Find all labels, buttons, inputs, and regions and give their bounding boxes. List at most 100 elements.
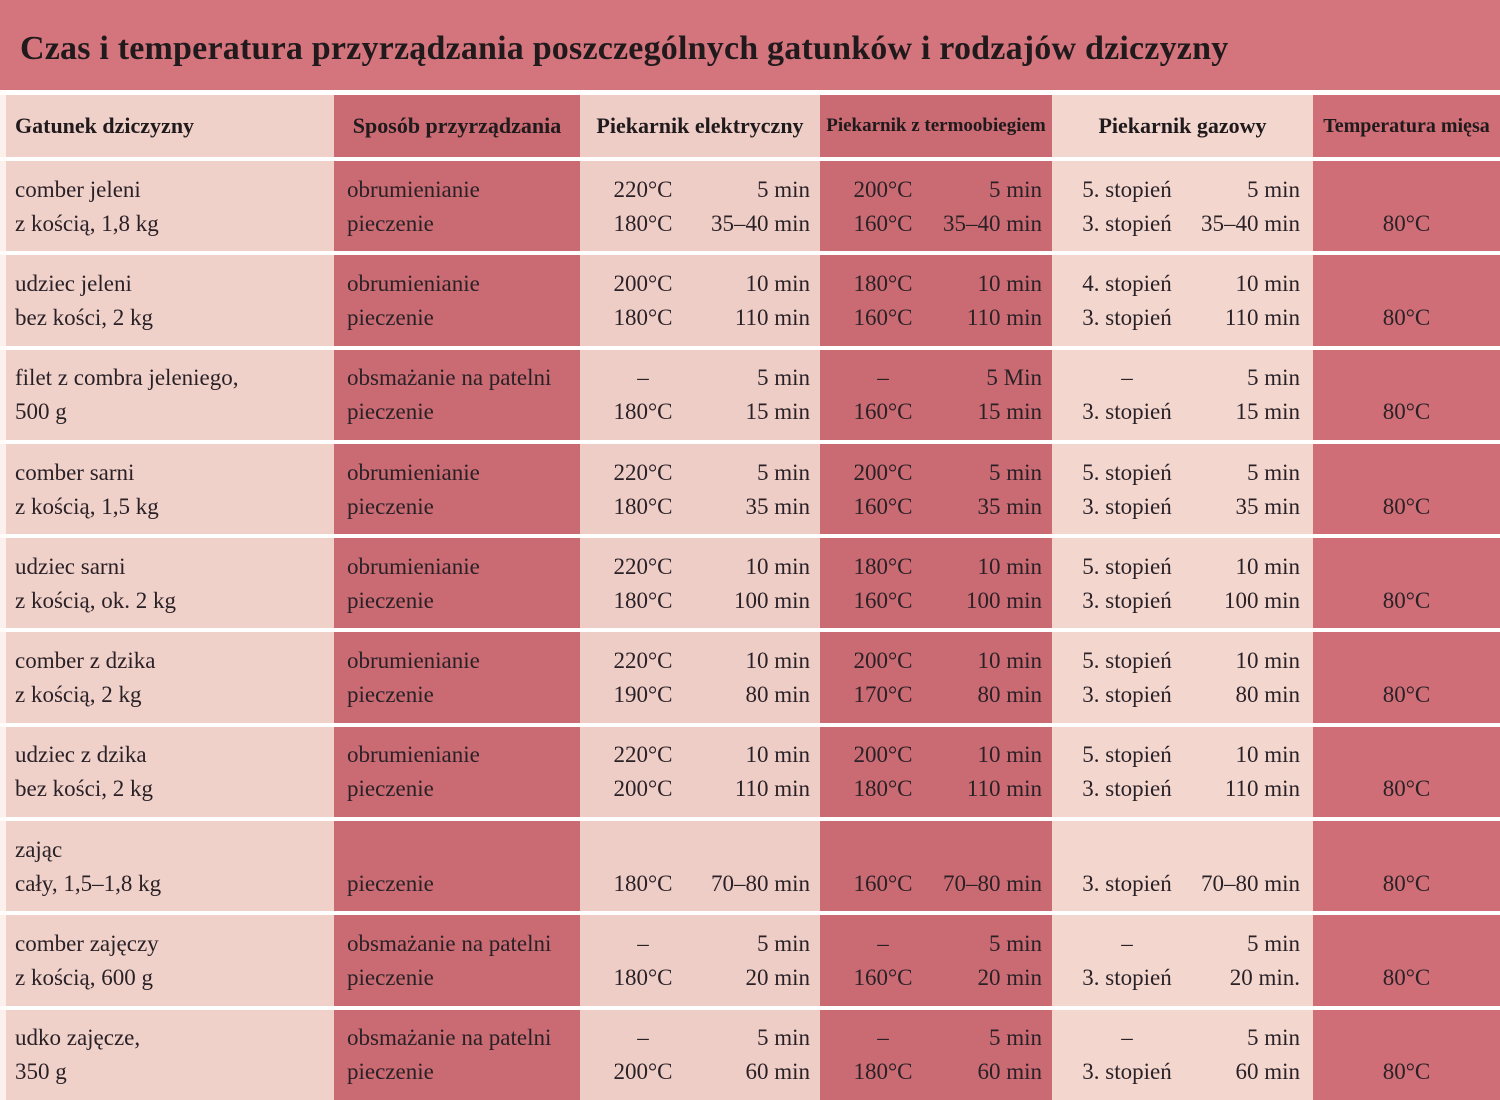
gas-line-2: 3. stopień 80 min: [1052, 679, 1313, 710]
electric-line-2: 180°C 35 min: [580, 491, 820, 522]
gas-level-value: 3. stopień: [1082, 1059, 1172, 1085]
gas-line-2: 3. stopień 20 min.: [1052, 962, 1313, 993]
gas-level-value: 3. stopień: [1082, 587, 1172, 613]
species-cell: udziec sarni z kością, ok. 2 kg: [0, 538, 334, 629]
gas-oven-cell: – 5 min 3. stopień 20 min.: [1052, 915, 1313, 1006]
time-value: 70–80 min: [1200, 870, 1300, 896]
species-name: comber z dzika: [15, 648, 156, 674]
time-value: 100 min: [733, 587, 810, 613]
method-step-2: pieczenie: [347, 965, 434, 991]
species-name: udziec jeleni: [15, 270, 132, 296]
gas-line-2: 3. stopień 35 min: [1052, 491, 1313, 522]
species-name: filet z combra jeleniego,: [15, 365, 239, 391]
gas-line-1: – 5 min: [1052, 1022, 1313, 1053]
electric-line-1: 200°C 10 min: [580, 268, 820, 299]
species-name: comber sarni: [15, 459, 135, 485]
time-value: 60 min: [1235, 1059, 1300, 1085]
time-value: 15 min: [745, 399, 810, 425]
meat-temp-cell: 80°C: [1313, 1009, 1500, 1100]
column-header-convection: Piekarnik z termoobiegiem: [820, 95, 1052, 157]
time-value: 5 min: [1246, 176, 1300, 202]
electric-line-2: 200°C 60 min: [580, 1056, 820, 1087]
temp-value: 180°C: [613, 304, 673, 330]
meat-temp-spacer: [1313, 551, 1500, 582]
time-value: 5 min: [988, 931, 1042, 957]
method-step-1: obsmażanie na patelni: [347, 365, 552, 391]
meat-temp-spacer: [1313, 362, 1500, 393]
electric-line-2: 180°C 35–40 min: [580, 208, 820, 239]
gas-oven-cell: 5. stopień 10 min 3. stopień 100 min: [1052, 538, 1313, 629]
time-value: 10 min: [977, 553, 1042, 579]
convection-line-2: 160°C 70–80 min: [820, 868, 1052, 899]
time-value: 5 min: [756, 931, 810, 957]
meat-temp-value: 80°C: [1382, 399, 1431, 425]
temp-value: 190°C: [613, 682, 673, 708]
time-value: 100 min: [965, 587, 1042, 613]
method-step-2: pieczenie: [347, 210, 434, 236]
temp-value: 220°C: [613, 553, 673, 579]
convection-line-1: – 5 Min: [820, 362, 1052, 393]
time-value: 35–40 min: [942, 210, 1042, 236]
gas-level-value: 3. stopień: [1082, 965, 1172, 991]
meat-temp-cell: 80°C: [1313, 726, 1500, 818]
temp-value: 200°C: [853, 648, 913, 674]
temp-value: 180°C: [613, 587, 673, 613]
time-value: 15 min: [1235, 399, 1300, 425]
time-value: 10 min: [745, 270, 810, 296]
temp-value: 160°C: [853, 304, 913, 330]
method-step-2: pieczenie: [347, 493, 434, 519]
table-row: zając cały, 1,5–1,8 kg pieczenie 180°C 7…: [0, 821, 1500, 912]
time-value: 35–40 min: [1200, 210, 1300, 236]
gas-level-value: –: [1121, 365, 1133, 391]
temp-value: 200°C: [613, 1059, 673, 1085]
gas-level-value: 5. stopień: [1082, 176, 1172, 202]
temp-value: 200°C: [853, 459, 913, 485]
convection-line-1: – 5 min: [820, 928, 1052, 959]
gas-level-value: 5. stopień: [1082, 742, 1172, 768]
temp-value: –: [637, 931, 649, 957]
electric-oven-cell: – 5 min 200°C 60 min: [580, 1009, 820, 1100]
species-cell: udziec jeleni bez kości, 2 kg: [0, 255, 334, 346]
time-value: 5 min: [756, 459, 810, 485]
electric-oven-cell: 180°C 70–80 min: [580, 821, 820, 912]
electric-oven-cell: 200°C 10 min 180°C 110 min: [580, 255, 820, 346]
temp-value: 180°C: [613, 399, 673, 425]
temp-value: –: [637, 365, 649, 391]
time-value: 10 min: [1235, 742, 1300, 768]
species-cell: zając cały, 1,5–1,8 kg: [0, 821, 334, 912]
temp-value: 200°C: [613, 776, 673, 802]
time-value: 10 min: [1235, 553, 1300, 579]
temp-value: 180°C: [853, 1059, 913, 1085]
method-step-1: obrumienianie: [347, 270, 480, 296]
convection-line-2: 160°C 100 min: [820, 585, 1052, 616]
time-value: 15 min: [977, 399, 1042, 425]
gas-level-value: [1068, 834, 1186, 865]
meat-temp-value: 80°C: [1382, 587, 1431, 613]
species-cell: udko zajęcze, 350 g: [0, 1009, 334, 1100]
temp-value: 220°C: [613, 459, 673, 485]
temp-value: –: [877, 365, 889, 391]
meat-temp-spacer: [1313, 928, 1500, 959]
gas-level-value: 3. stopień: [1082, 304, 1172, 330]
gas-oven-cell: 3. stopień 70–80 min: [1052, 821, 1313, 912]
method-cell: obsmażanie na patelni pieczenie: [334, 1009, 580, 1100]
gas-level-value: –: [1121, 1025, 1133, 1051]
meat-temp-cell: 80°C: [1313, 632, 1500, 723]
meat-temp-spacer: [1313, 645, 1500, 676]
temp-value: 160°C: [853, 965, 913, 991]
species-cell: udziec z dzika bez kości, 2 kg: [0, 726, 334, 818]
species-cell: comber jeleni z kością, 1,8 kg: [0, 161, 334, 252]
time-value: 110 min: [1224, 776, 1300, 802]
method-step-1: obrumienianie: [347, 553, 480, 579]
time-value: 80 min: [745, 682, 810, 708]
convection-line-1: [820, 834, 1052, 865]
meat-temp-cell: 80°C: [1313, 161, 1500, 252]
convection-line-2: 160°C 110 min: [820, 302, 1052, 333]
convection-oven-cell: 200°C 10 min 170°C 80 min: [820, 632, 1052, 723]
convection-oven-cell: 200°C 10 min 180°C 110 min: [820, 726, 1052, 818]
temp-value: –: [877, 1025, 889, 1051]
gas-level-value: 3. stopień: [1082, 776, 1172, 802]
gas-level-value: 3. stopień: [1082, 682, 1172, 708]
convection-oven-cell: 200°C 5 min 160°C 35 min: [820, 443, 1052, 535]
method-step-1: obsmażanie na patelni: [347, 931, 552, 957]
